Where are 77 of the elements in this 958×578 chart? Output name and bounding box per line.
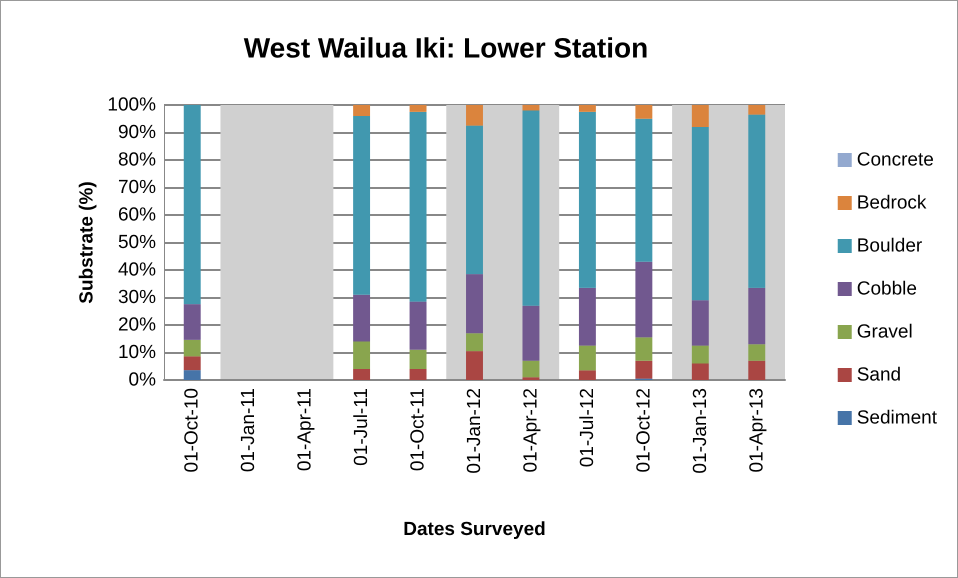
bar [184, 356, 201, 370]
legend-label: Concrete [856, 150, 934, 170]
bar [748, 114, 766, 288]
bar [353, 116, 370, 295]
bar [522, 360, 540, 378]
bar [353, 342, 370, 369]
x-tick-label: 01-Jan-13 [690, 388, 711, 474]
y-tick-label: 20% [118, 314, 156, 336]
bar [522, 377, 540, 380]
bar [466, 274, 483, 334]
bar [522, 105, 540, 110]
y-tick-label: 40% [118, 260, 156, 280]
bar [410, 369, 427, 380]
bar [748, 105, 766, 115]
chart-title: West Wailua Iki: Lower Station [244, 32, 648, 64]
legend-label: Boulder [856, 236, 923, 256]
bar [184, 340, 201, 356]
legend-label: Sediment [856, 408, 938, 428]
bar [748, 288, 766, 344]
bar [692, 346, 709, 364]
x-tick-label: 01-Apr-12 [520, 388, 542, 472]
x-axis-title: Dates Surveyed [403, 519, 546, 540]
y-tick-label: 70% [118, 177, 156, 198]
y-tick-label: 10% [118, 342, 156, 363]
bar [466, 105, 483, 126]
bar [466, 333, 483, 352]
bar [692, 364, 709, 380]
y-tick-label: 80% [118, 150, 156, 170]
bar [184, 105, 201, 304]
bar [466, 351, 483, 380]
bar [184, 304, 201, 340]
bar [578, 346, 596, 370]
bar [410, 112, 427, 302]
bar [522, 306, 540, 361]
legend-label: Sand [856, 364, 902, 386]
bar [522, 110, 540, 306]
bar [410, 350, 427, 369]
y-tick-label: 0% [128, 370, 156, 390]
bar [184, 370, 201, 380]
bar [466, 126, 483, 274]
bar [748, 360, 766, 380]
x-tick-label: 01-Oct-10 [182, 388, 203, 472]
x-tick-label: 01-Jul-11 [351, 388, 372, 466]
legend-label: Gravel [856, 322, 913, 342]
y-tick-label: 90% [118, 122, 156, 143]
bar [578, 112, 596, 288]
bar [635, 118, 652, 262]
bar [578, 370, 596, 380]
bar [692, 105, 709, 127]
bar [353, 369, 370, 380]
bar [635, 337, 652, 361]
bar [635, 360, 652, 379]
x-tick-label: 01-Jan-11 [238, 388, 260, 472]
y-tick-label: 50% [118, 232, 156, 253]
bar [692, 300, 709, 346]
x-tick-label: 01-Jul-12 [576, 388, 598, 468]
bar [635, 262, 652, 338]
bar [353, 105, 370, 116]
x-tick-label: 01-Jan-12 [464, 388, 485, 474]
bar [748, 344, 766, 361]
x-tick-label: 01-Apr-13 [746, 388, 768, 472]
bar [410, 105, 427, 112]
y-axis-title: Substrate (%) [76, 181, 98, 304]
legend-label: Cobble [856, 278, 917, 300]
bar [635, 105, 652, 119]
bar [353, 294, 370, 342]
y-tick-label: 30% [118, 287, 156, 308]
y-tick-label: 100% [107, 94, 156, 116]
x-tick-label: 01-Apr-11 [294, 388, 316, 472]
bar [692, 127, 709, 300]
x-tick-label: 01-Oct-12 [633, 388, 654, 472]
bar [578, 288, 596, 346]
legend-label: Bedrock [856, 192, 927, 214]
bar [410, 302, 427, 350]
y-tick-label: 60% [118, 204, 156, 226]
x-tick-label: 01-Oct-11 [408, 388, 429, 472]
bar [578, 105, 596, 112]
